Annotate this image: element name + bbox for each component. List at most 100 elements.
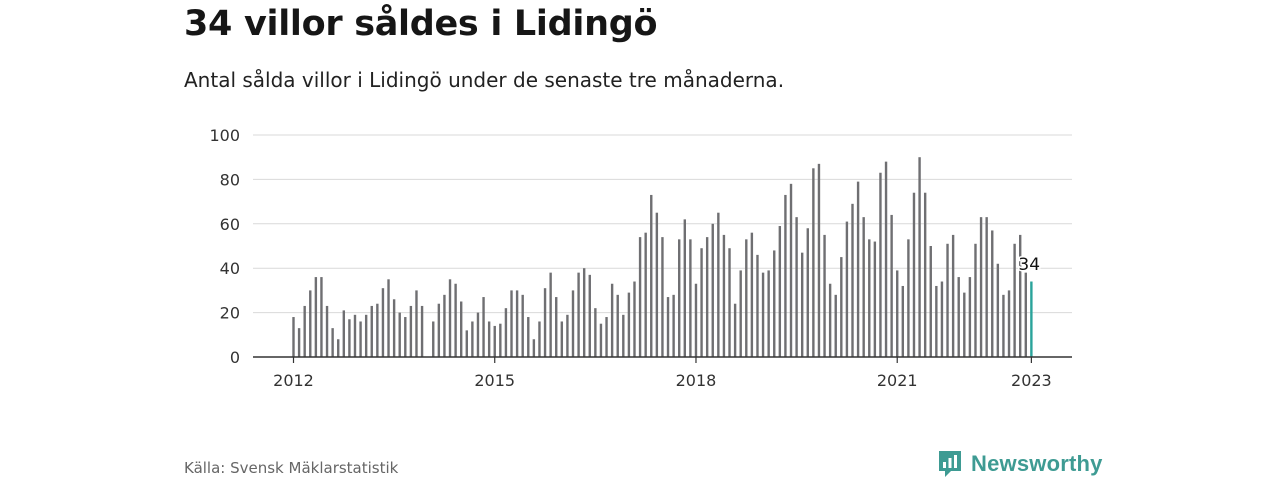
- bar: [599, 323, 603, 357]
- bar: [683, 219, 686, 357]
- y-tick-label: 0: [230, 348, 240, 367]
- bar: [974, 243, 977, 357]
- bar: [884, 161, 888, 357]
- bar: [912, 192, 916, 357]
- bar: [1013, 243, 1016, 357]
- bar: [678, 239, 681, 357]
- bar: [873, 241, 877, 357]
- bar: [929, 246, 932, 357]
- bar: [951, 234, 955, 357]
- bar: [582, 268, 586, 357]
- bar: [901, 285, 905, 357]
- source-note: Källa: Svensk Mäklarstatistik: [184, 459, 399, 477]
- bar: [381, 288, 385, 357]
- bar: [940, 281, 944, 357]
- bar: [577, 272, 580, 357]
- bar: [862, 217, 865, 357]
- bar: [828, 283, 832, 357]
- bar: [493, 325, 496, 357]
- bar: [309, 290, 312, 357]
- bar: [610, 283, 614, 357]
- bar: [767, 270, 770, 357]
- bar: [717, 212, 720, 357]
- bar: [370, 305, 373, 357]
- y-axis-ticks: 0 20 40 60 80 100: [209, 126, 240, 367]
- bar: [806, 228, 809, 357]
- bar-latest: [1030, 281, 1033, 357]
- bar: [795, 217, 798, 357]
- bar: [985, 217, 988, 357]
- bar: [935, 285, 938, 357]
- bar: [661, 237, 664, 357]
- bar: [705, 237, 709, 357]
- bar: [800, 252, 804, 357]
- bar: [482, 297, 485, 357]
- bar: [387, 279, 390, 357]
- bar: [605, 317, 608, 357]
- bar: [588, 274, 591, 357]
- x-tick-label: 2023: [1011, 371, 1052, 390]
- bar: [448, 279, 452, 357]
- bar: [622, 314, 625, 357]
- bar: [292, 317, 295, 357]
- bar: [392, 299, 396, 357]
- bar: [420, 305, 424, 357]
- bar: [789, 183, 793, 357]
- y-tick-label: 40: [220, 259, 240, 278]
- bar: [297, 328, 301, 357]
- y-tick-label: 80: [220, 170, 240, 189]
- bar: [896, 270, 899, 357]
- bar: [566, 314, 569, 357]
- x-tick-label: 2015: [474, 371, 515, 390]
- bar: [342, 310, 346, 357]
- bar: [823, 234, 826, 357]
- bar: [745, 239, 748, 357]
- bar: [979, 217, 983, 357]
- bar: [918, 157, 921, 357]
- bar: [996, 263, 1000, 357]
- latest-value-label: 34: [1018, 255, 1040, 275]
- bar: [555, 297, 558, 357]
- bar: [968, 277, 972, 357]
- bar: [515, 290, 519, 357]
- bar: [364, 314, 368, 357]
- bar: [465, 330, 468, 357]
- annotation-layer: 34: [1017, 254, 1042, 277]
- bar: [538, 321, 541, 357]
- bar: [1019, 234, 1022, 357]
- brand-logo[interactable]: Newsworthy: [937, 449, 1103, 479]
- bar: [963, 292, 966, 357]
- x-tick-label: 2021: [877, 371, 918, 390]
- bar: [348, 319, 351, 357]
- bar: [303, 305, 306, 357]
- bar-chart: 0 20 40 60 80 100 2012 2015 2018 2021 2023 34: [209, 126, 1072, 390]
- bar: [499, 323, 502, 357]
- bar: [722, 234, 726, 357]
- bar: [504, 308, 508, 357]
- bar: [487, 321, 491, 357]
- bar: [594, 308, 597, 357]
- bar: [398, 312, 401, 357]
- bar: [543, 288, 547, 357]
- x-tick-label: 2018: [676, 371, 717, 390]
- bar: [834, 294, 837, 357]
- bar: [851, 203, 854, 357]
- bar: [694, 283, 698, 357]
- bar: [527, 317, 530, 357]
- page-subtitle: Antal sålda villor i Lidingö under de se…: [184, 68, 785, 92]
- bar: [817, 163, 821, 357]
- bar: [560, 321, 564, 357]
- bar: [638, 237, 642, 357]
- bar: [778, 226, 782, 357]
- bar: [476, 312, 480, 357]
- bar: [890, 214, 893, 357]
- x-axis: 2012 2015 2018 2021 2023: [253, 356, 1072, 390]
- bar: [432, 321, 435, 357]
- bar: [907, 239, 910, 357]
- bar: [627, 292, 631, 357]
- bar: [314, 277, 318, 357]
- bar: [650, 194, 653, 357]
- bar: [672, 294, 675, 357]
- bar: [404, 317, 407, 357]
- bar: [655, 212, 659, 357]
